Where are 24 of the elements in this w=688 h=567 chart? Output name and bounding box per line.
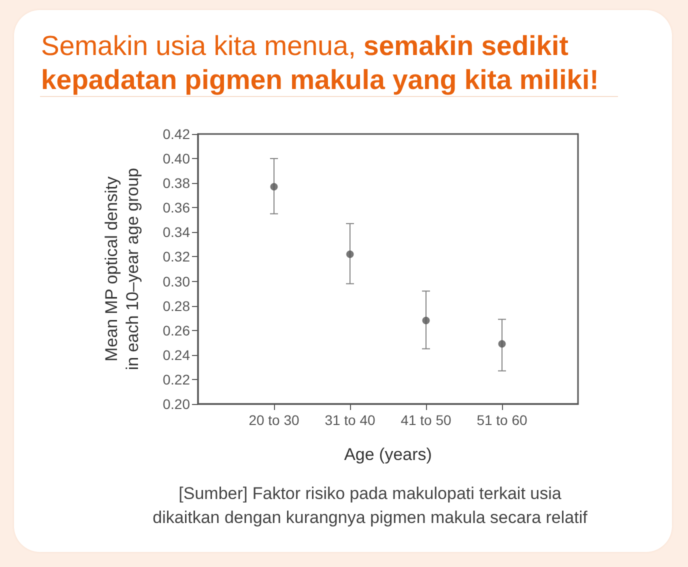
x-axis-title: Age (years) xyxy=(344,445,432,464)
y-tick-label: 0.34 xyxy=(162,224,190,240)
y-tick-label: 0.24 xyxy=(162,346,190,363)
x-tick-label: 51 to 60 xyxy=(476,412,528,428)
x-tick-label: 20 to 30 xyxy=(248,412,300,428)
point xyxy=(498,340,506,348)
y-tick-label: 0.26 xyxy=(162,322,190,338)
y-tick-label: 0.20 xyxy=(162,396,190,412)
y-axis-title: Mean MP optical density in each 10–year age group xyxy=(101,166,143,372)
point xyxy=(270,183,278,191)
y-tick-label: 0.36 xyxy=(162,200,190,216)
point xyxy=(346,250,354,258)
y-tick-label: 0.30 xyxy=(162,273,190,290)
x-tick-label: 31 to 40 xyxy=(324,412,376,428)
y-tick-label: 0.22 xyxy=(162,371,190,388)
text: [Sumber] Faktor risiko pada makulopati terkait usia dikaitkan dengan kurangnya pigmen makula secara relatif xyxy=(152,483,588,529)
y-tick-label: 0.32 xyxy=(162,248,190,265)
y-tick-label: 0.38 xyxy=(162,175,190,192)
y-tick-label: 0.28 xyxy=(162,298,190,314)
y-tick-label: 0.42 xyxy=(162,126,190,142)
x-tick-label: 41 to 50 xyxy=(400,412,452,428)
y-tick-label: 0.40 xyxy=(162,150,190,167)
chart-title: Semakin usia kita menua, semakin sedikit kepadatan pigmen makula yang kita miliki! xyxy=(41,30,599,95)
point xyxy=(422,316,430,324)
